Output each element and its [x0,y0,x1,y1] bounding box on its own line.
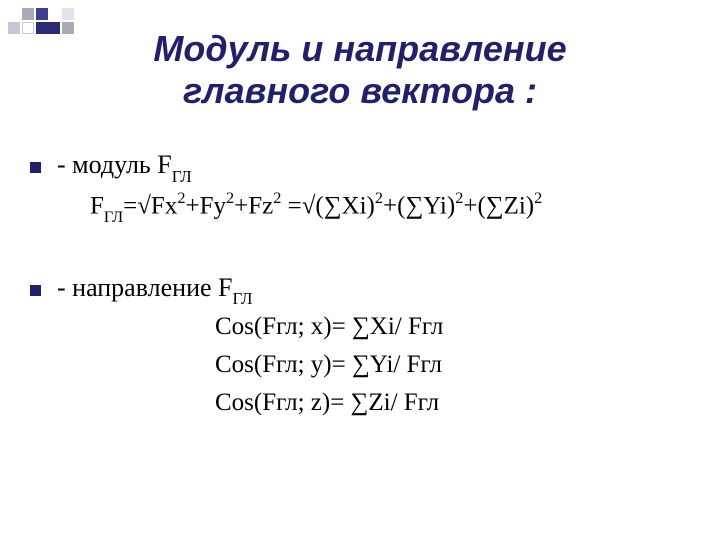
formula-magnitude: FГЛ=√Fx2+Fy2+Fz2 =√(∑Xi)2+(∑Yi)2+(∑Zi)2 [90,190,690,224]
bullet-1-prefix: - модуль F [57,150,172,179]
bullet-item-2: - направление FГЛ [30,273,690,307]
bullet-2-text: - направление FГЛ [57,273,252,307]
f-part-c: +Fy [185,193,226,220]
bullet-marker-icon [30,285,41,296]
sq3: 2 [273,189,281,207]
bullet-2-prefix: - направление F [57,273,233,302]
slide-title: Модуль и направление главного вектора : [0,28,720,113]
f-sub: ГЛ [104,208,123,226]
slide-body: - модуль FГЛ FГЛ=√Fx2+Fy2+Fz2 =√(∑Xi)2+(… [30,150,690,427]
sq5: 2 [455,189,463,207]
sq6: 2 [534,189,542,207]
f-part-b: =√Fx [123,193,177,220]
formula-cos-y: Cos(Fгл; y)= ∑Yi/ Fгл [215,351,690,379]
f-part-f: +(∑Yi) [383,193,455,220]
f-part-e: =√(∑Xi) [281,193,375,220]
f-sym: F [90,193,104,220]
bullet-1-text: - модуль FГЛ [57,150,192,184]
slide: Модуль и направление главного вектора : … [0,0,720,540]
f-part-d: +Fz [234,193,273,220]
sq1: 2 [177,189,185,207]
formula-cos-x: Cos(Fгл; x)= ∑Xi/ Fгл [215,313,690,341]
bullet-marker-icon [30,162,41,173]
f-part-g: +(∑Zi) [463,193,534,220]
sq4: 2 [375,189,383,207]
sq2: 2 [226,189,234,207]
bullet-item-1: - модуль FГЛ [30,150,690,184]
bullet-2-subscript: ГЛ [233,289,253,308]
formula-cos-z: Cos(Fгл; z)= ∑Zi/ Fгл [215,389,690,417]
bullet-1-subscript: ГЛ [172,167,192,186]
title-line-1: Модуль и направление [153,28,566,69]
title-line-2: главного вектора : [183,70,537,111]
